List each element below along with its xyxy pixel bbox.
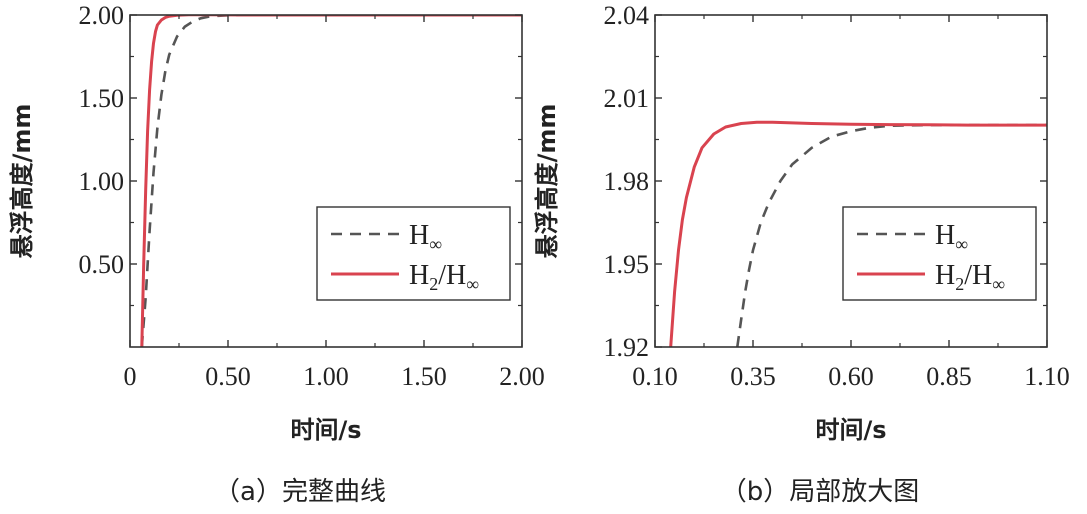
x-axis-title: 时间/s (815, 416, 886, 444)
legend-label: H2/H∞ (935, 260, 1005, 294)
legend: H∞ H2/H∞ (842, 206, 1037, 301)
y-tick-label: 1.00 (79, 167, 125, 196)
legend-label: H∞ (409, 220, 442, 254)
x-tick-label: 1.10 (1024, 362, 1070, 391)
x-tick-label: 0.85 (926, 362, 972, 391)
y-axis-title: 悬浮高度/mm (8, 104, 36, 259)
chart-panel-b: 0.10 0.35 0.60 0.85 1.10 1.92 1.95 1.98 2.01 2.04… (533, 1, 1070, 444)
legend-label: H∞ (935, 220, 968, 254)
x-tick-label: 0.60 (828, 362, 874, 391)
y-tick-label: 2.01 (604, 84, 650, 113)
y-tick-label: 1.95 (604, 250, 650, 279)
x-tick-label: 0.10 (632, 362, 678, 391)
x-tick-label: 1.50 (401, 362, 447, 391)
legend-label: H2/H∞ (409, 260, 479, 294)
y-tick-label: 1.50 (79, 84, 125, 113)
legend-box (316, 206, 511, 301)
legend-box (842, 206, 1037, 301)
x-tick-label: 1.00 (303, 362, 349, 391)
x-tick-label: 0 (124, 362, 137, 391)
x-tick-label: 0.35 (730, 362, 776, 391)
y-tick-label: 2.00 (79, 1, 125, 30)
x-axis-title: 时间/s (290, 416, 361, 444)
series-line-h2-h-inf (669, 120, 1047, 347)
y-tick-label: 0.50 (79, 250, 125, 279)
caption-b: （b）局部放大图 (721, 477, 920, 507)
x-tick-label: 2.00 (499, 362, 545, 391)
y-axis-title: 悬浮高度/mm (533, 104, 561, 259)
y-tick-label: 2.04 (604, 1, 650, 30)
x-tick-label: 0.50 (205, 362, 251, 391)
legend: H∞ H2/H∞ (316, 206, 511, 301)
series-line-h-inf (140, 15, 522, 347)
y-tick-label: 1.98 (604, 167, 650, 196)
chart-panel-a: 0 0.50 1.00 1.50 2.00 0.50 1.00 1.50 2.00 时间/s 悬浮高… (8, 1, 545, 444)
y-tick-label: 1.92 (604, 333, 650, 362)
series-line-h2-h-inf (140, 15, 522, 347)
caption-a: （a）完整曲线 (214, 477, 386, 507)
